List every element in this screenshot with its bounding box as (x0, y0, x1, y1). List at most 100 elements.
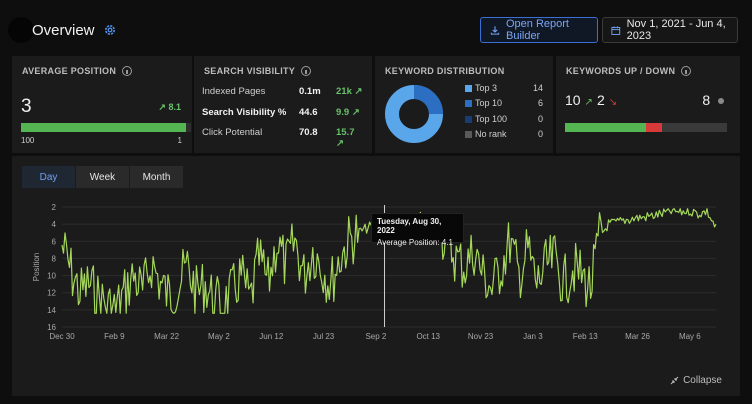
collapse-icon (670, 376, 679, 385)
info-icon[interactable] (122, 66, 133, 76)
distribution-row-value: 0 (537, 114, 543, 124)
keywords-up: 10 ↗ (565, 92, 593, 108)
visibility-row: Indexed Pages 0.1m 21k ↗ (202, 86, 364, 100)
tooltip-text: Average Position: 4.1 (377, 238, 453, 247)
y-tick-label: 10 (47, 272, 56, 281)
keywords-down: 2 ↘ (597, 92, 617, 108)
average-position-title: AVERAGE POSITION (22, 66, 117, 76)
keywords-up-down-card: KEYWORDS UP / DOWN 10 ↗ 2 ↘ 8 (556, 56, 740, 153)
y-tick-label: 12 (47, 289, 56, 298)
bar-segment-down (646, 123, 663, 132)
distribution-row-label: Top 3 (475, 83, 498, 93)
x-tick-label: Jul 23 (313, 332, 335, 341)
info-icon[interactable] (681, 66, 692, 76)
download-icon (490, 25, 500, 35)
distribution-row-label: No rank (475, 129, 507, 139)
card-title: AVERAGE POSITION (22, 66, 133, 76)
tab-month[interactable]: Month (130, 166, 183, 188)
x-tick-label: Sep 2 (365, 332, 386, 341)
distribution-row-value: 0 (537, 129, 543, 139)
open-report-builder-label: Open Report Builder (505, 18, 569, 42)
distribution-row: Top 10 6 (465, 98, 545, 110)
x-tick-label: Jun 12 (259, 332, 284, 341)
y-tick-label: 4 (52, 220, 57, 229)
visibility-row-value: 0.1m (299, 86, 321, 97)
y-tick-label: 16 (47, 323, 56, 332)
search-visibility-title: SEARCH VISIBILITY (204, 66, 296, 76)
calendar-icon (611, 25, 621, 35)
keywords-down-value: 2 (597, 92, 605, 108)
interval-tabs: Day Week Month (22, 166, 184, 188)
x-tick-label: Dec 30 (49, 332, 75, 341)
open-report-builder-button[interactable]: Open Report Builder (480, 17, 598, 43)
keywords-unchanged: 8 (702, 92, 724, 108)
position-line-chart: 2 4 6 8 10 12 14 16 Position Dec 30 Feb 9 Mar 22 May… (32, 203, 717, 341)
visibility-row-label: Search Visibility % (202, 107, 287, 118)
visibility-row-delta: 15.7 ↗ (336, 127, 355, 149)
average-position-bar-fill (21, 123, 186, 132)
visibility-row-label: Click Potential (202, 127, 263, 138)
dot-icon (718, 98, 724, 105)
legend-swatch (465, 116, 472, 123)
visibility-row: Search Visibility % 44.6 9.9 ↗ (202, 107, 364, 121)
x-tick-label: Feb 13 (573, 332, 598, 341)
tooltip-date: Tuesday, Aug 30, 2022 (377, 217, 442, 235)
account-logo (8, 17, 34, 43)
visibility-row: Click Potential 70.8 15.7 ↗ (202, 127, 364, 149)
date-range-picker[interactable]: Nov 1, 2021 - Jun 4, 2023 (602, 17, 738, 43)
keyword-distribution-title: KEYWORD DISTRIBUTION (385, 66, 505, 76)
average-position-card: AVERAGE POSITION 3 ↗ 8.1 100 1 (12, 56, 192, 153)
average-position-delta: ↗ 8.1 (158, 102, 181, 113)
visibility-row-delta: 21k ↗ (336, 86, 363, 97)
distribution-row: No rank 0 (465, 129, 545, 141)
title-wrap: Overview (8, 17, 117, 43)
card-title: KEYWORDS UP / DOWN (566, 66, 692, 76)
average-position-delta-value: 8.1 (168, 102, 181, 112)
bar-segment-unchanged (662, 123, 727, 132)
arrow-up-icon: ↗ (584, 97, 593, 108)
x-tick-label: Mar 26 (625, 332, 650, 341)
arrow-down-icon: ↘ (608, 97, 618, 108)
visibility-row-label: Indexed Pages (202, 86, 266, 97)
legend-swatch (465, 100, 472, 107)
search-visibility-card: SEARCH VISIBILITY Indexed Pages 0.1m 21k… (194, 56, 372, 153)
x-tick-label: May 6 (679, 332, 701, 341)
keywords-up-down-bar (565, 123, 727, 132)
visibility-row-value: 44.6 (299, 107, 318, 118)
distribution-row-value: 14 (532, 83, 543, 93)
keywords-up-value: 10 (565, 92, 581, 108)
visibility-row-value: 70.8 (299, 127, 318, 138)
info-icon[interactable] (301, 66, 312, 76)
bar-max-label: 1 (177, 136, 182, 145)
distribution-row: Top 3 14 (465, 83, 545, 95)
legend-swatch (465, 85, 472, 92)
chart-panel: Day Week Month 2 4 6 8 10 12 14 16 Position Dec 3… (12, 156, 740, 396)
distribution-row-label: Top 100 (475, 114, 508, 124)
x-tick-label: Mar 22 (154, 332, 179, 341)
distribution-row-value: 6 (537, 98, 543, 108)
distribution-row-label: Top 10 (475, 98, 503, 108)
y-tick-label: 14 (47, 306, 56, 315)
average-position-value: 3 (21, 96, 32, 117)
keywords-unchanged-value: 8 (702, 92, 711, 108)
tab-day[interactable]: Day (22, 166, 75, 188)
date-range-label: Nov 1, 2021 - Jun 4, 2023 (626, 18, 726, 42)
x-tick-label: Oct 13 (416, 332, 440, 341)
x-tick-label: Feb 9 (104, 332, 125, 341)
page-header: Overview Open Report Builder Nov 1, 202 (0, 0, 752, 56)
y-tick-label: 2 (52, 203, 57, 212)
collapse-button[interactable]: Collapse (670, 375, 722, 386)
card-title: SEARCH VISIBILITY (204, 66, 312, 76)
keyword-distribution-donut (385, 85, 443, 143)
x-tick-label: May 2 (208, 332, 230, 341)
tab-week[interactable]: Week (76, 166, 129, 188)
x-tick-label: Nov 23 (468, 332, 494, 341)
x-tick-label: Jan 3 (523, 332, 543, 341)
gear-icon[interactable] (103, 23, 117, 37)
y-tick-label: 8 (52, 254, 57, 263)
card-title: KEYWORD DISTRIBUTION (385, 66, 505, 76)
distribution-row: Top 100 0 (465, 114, 545, 126)
average-position-bar (21, 123, 191, 132)
bar-segment-up (565, 123, 646, 132)
